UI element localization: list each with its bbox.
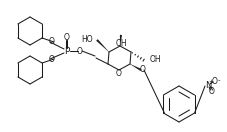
Text: P: P xyxy=(64,46,70,55)
Text: OH: OH xyxy=(115,39,127,48)
Text: HO: HO xyxy=(81,36,93,44)
Polygon shape xyxy=(96,39,109,52)
Polygon shape xyxy=(120,35,122,46)
Text: O: O xyxy=(209,88,215,96)
Text: O: O xyxy=(49,37,55,46)
Text: O: O xyxy=(77,46,83,55)
Text: -: - xyxy=(218,77,220,83)
Text: +: + xyxy=(209,79,213,84)
Polygon shape xyxy=(130,64,141,71)
Text: O: O xyxy=(64,32,70,41)
Text: O: O xyxy=(212,77,218,86)
Text: N: N xyxy=(205,81,211,89)
Text: O: O xyxy=(49,55,55,63)
Text: OH: OH xyxy=(150,55,162,65)
Text: O: O xyxy=(140,65,146,74)
Text: O: O xyxy=(116,69,122,77)
